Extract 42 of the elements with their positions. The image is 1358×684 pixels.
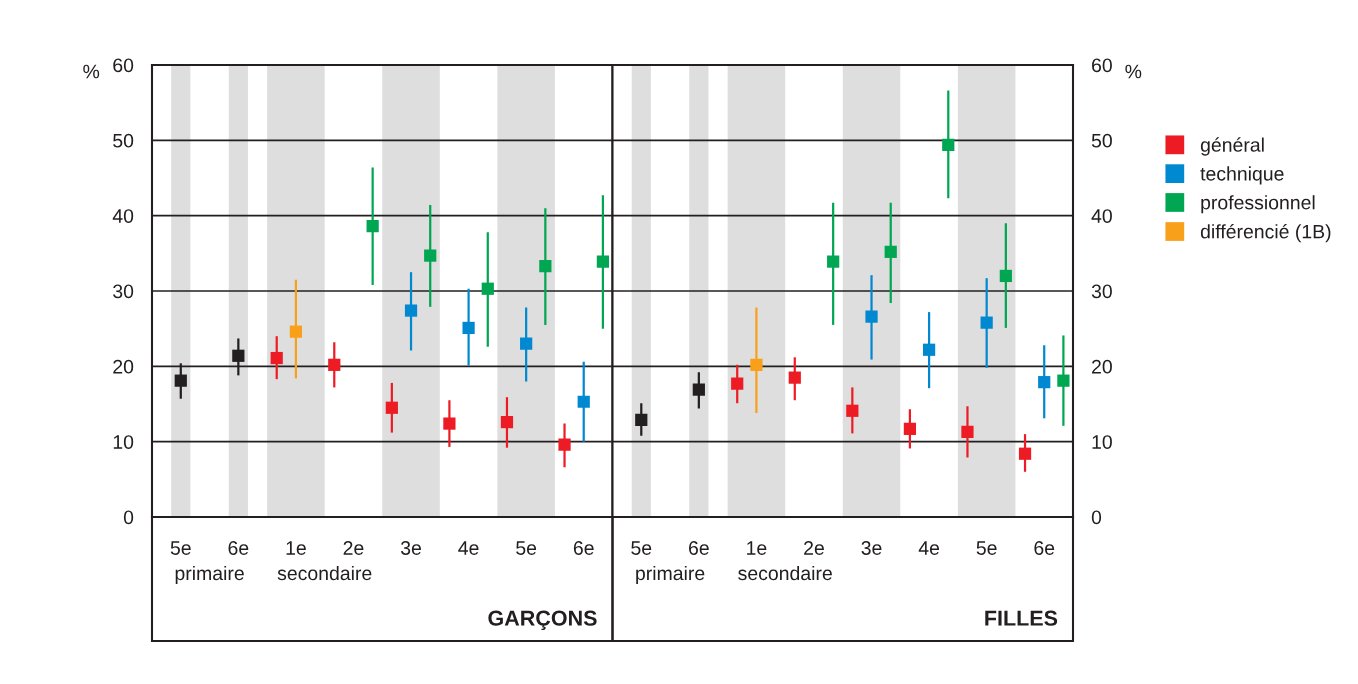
legend-label: général: [1200, 137, 1264, 156]
x-tick-label: 5e: [976, 541, 997, 555]
y-tick-label: 10: [113, 435, 134, 449]
y-tick-label: 20: [1092, 359, 1112, 374]
y-tick-label: 50: [1091, 133, 1112, 148]
y-axis-title: %: [83, 64, 100, 79]
x-tick-label: 2e: [804, 541, 824, 555]
x-tick-label: 2e: [343, 541, 364, 555]
legend-label: professionnel: [1201, 195, 1315, 214]
x-tick-label: 6e: [689, 541, 709, 555]
text: GARÇONS: [488, 610, 597, 631]
y-tick-label: 30: [113, 284, 134, 299]
x-tick-label: 3e: [400, 541, 421, 555]
text: FILLES: [985, 610, 1058, 626]
legend-label: technique: [1200, 166, 1284, 185]
x-tick-label: 5e: [516, 541, 537, 555]
x-tick-label: 4e: [458, 541, 479, 555]
x-tick-label: 6e: [228, 541, 249, 555]
y-tick-label: 40: [1091, 209, 1112, 223]
x-tick-label: 5e: [170, 541, 191, 555]
y-tick-label: 0: [1091, 510, 1102, 525]
x-tick-label: 1e: [747, 541, 767, 555]
y-tick-label: 60: [1092, 58, 1112, 73]
y-tick-label: 50: [113, 133, 134, 148]
text: primaire: [636, 565, 705, 585]
x-tick-label: 3e: [861, 541, 882, 555]
x-tick-label: 5e: [631, 541, 652, 555]
text: secondaire: [738, 565, 832, 581]
y-axis-title: %: [1125, 64, 1142, 79]
y-tick-label: 40: [112, 209, 134, 223]
x-tick-label: 6e: [1034, 541, 1055, 555]
text: primaire: [175, 565, 244, 585]
y-tick-label: 10: [1092, 435, 1112, 449]
x-tick-label: 1e: [286, 541, 306, 555]
x-tick-label: 4e: [918, 541, 940, 555]
legend-label: différencié (1B): [1200, 224, 1331, 243]
y-tick-label: 20: [113, 359, 134, 374]
text: secondaire: [277, 565, 372, 581]
y-tick-label: 0: [123, 510, 134, 525]
x-tick-label: 6e: [573, 541, 594, 555]
y-tick-label: 60: [113, 58, 134, 73]
y-tick-label: 30: [1091, 284, 1112, 299]
